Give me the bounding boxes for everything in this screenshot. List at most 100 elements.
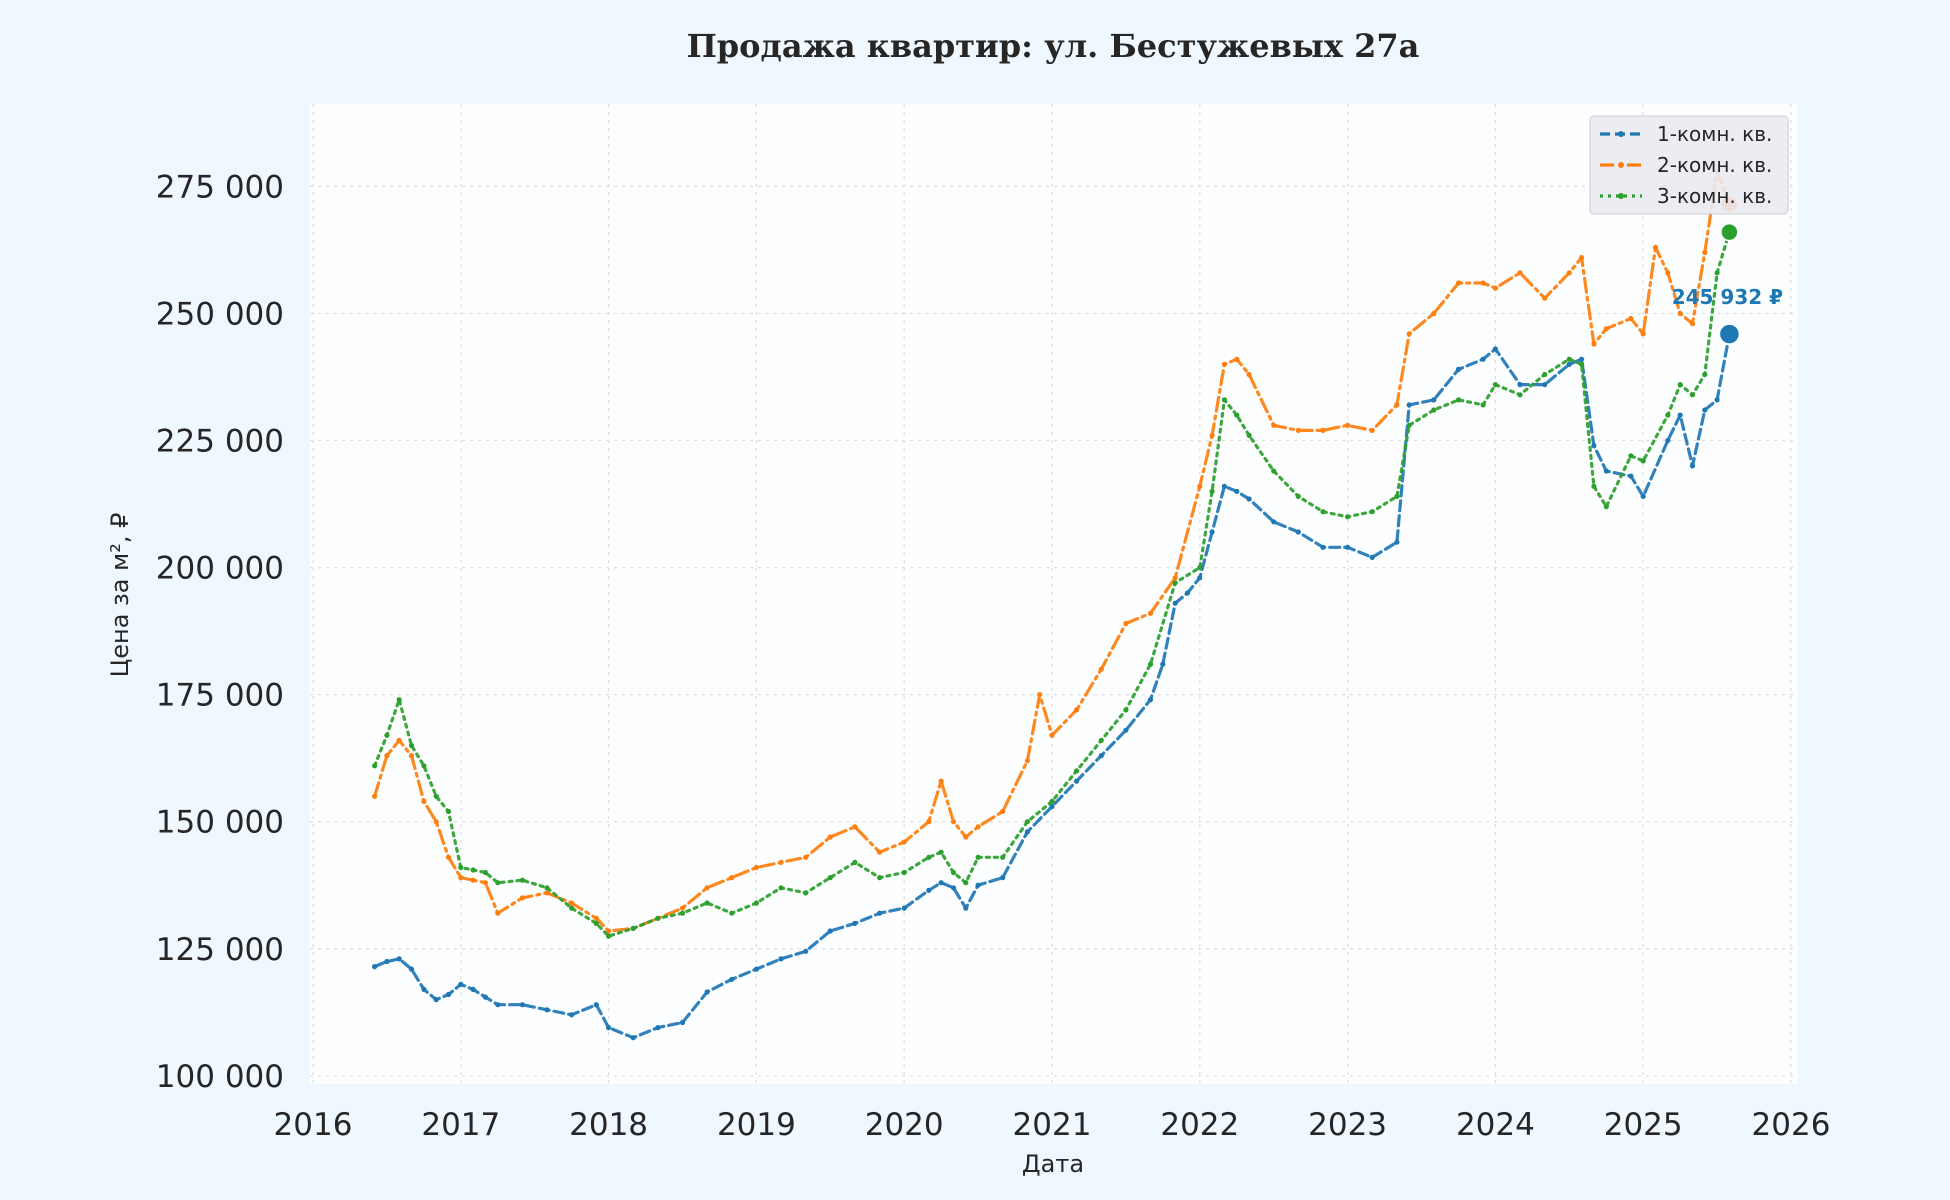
- data-point: [458, 875, 464, 881]
- data-point: [1714, 397, 1720, 403]
- data-point: [421, 986, 427, 993]
- data-point: [569, 1012, 575, 1018]
- data-point: [1098, 753, 1104, 759]
- data-point: [950, 869, 957, 876]
- data-point: [470, 877, 476, 883]
- data-point: [704, 989, 710, 995]
- data-point: [1394, 539, 1400, 545]
- data-point: [975, 824, 981, 830]
- data-point: [1579, 356, 1585, 362]
- data-point: [901, 905, 907, 911]
- data-point: [1197, 565, 1203, 571]
- x-tick-label: 2019: [717, 1107, 796, 1143]
- x-axis-label: Дата: [1022, 1150, 1084, 1178]
- data-point: [384, 732, 390, 738]
- data-point: [679, 905, 686, 911]
- data-point: [753, 900, 760, 906]
- data-point: [1221, 397, 1227, 403]
- data-point: [803, 854, 809, 860]
- data-point: [1074, 707, 1080, 713]
- data-point: [938, 880, 944, 886]
- data-point: [1246, 496, 1252, 502]
- data-point: [1074, 768, 1080, 774]
- data-point: [1369, 427, 1375, 433]
- data-point: [1492, 285, 1498, 291]
- data-point: [1566, 270, 1572, 276]
- data-point: [655, 915, 661, 921]
- data-point: [1665, 437, 1671, 444]
- data-point: [1566, 361, 1572, 367]
- data-point: [1209, 432, 1215, 438]
- data-point: [778, 859, 784, 866]
- data-point: [950, 885, 957, 891]
- y-tick-label: 250 000: [156, 296, 284, 332]
- data-point: [1689, 392, 1696, 398]
- data-point: [729, 875, 735, 881]
- data-point: [593, 920, 599, 927]
- series-layer: [372, 168, 1741, 1041]
- data-point: [1652, 244, 1659, 250]
- data-point: [1431, 397, 1437, 403]
- data-point: [1172, 580, 1178, 586]
- data-point: [1234, 412, 1240, 418]
- data-point: [729, 910, 735, 916]
- data-point: [729, 976, 735, 982]
- data-point: [1209, 529, 1215, 535]
- data-point: [482, 869, 488, 876]
- plot-area: [310, 104, 1798, 1084]
- data-point: [1295, 493, 1301, 499]
- data-point: [606, 928, 612, 934]
- data-point: [963, 834, 969, 840]
- data-point: [396, 737, 402, 744]
- data-point: [1665, 270, 1671, 276]
- data-point: [704, 900, 710, 906]
- data-point: [544, 885, 550, 891]
- data-point: [1455, 280, 1462, 286]
- data-point: [963, 905, 969, 911]
- data-point: [593, 915, 599, 921]
- data-point: [1579, 255, 1585, 261]
- y-tick-label: 175 000: [156, 678, 284, 714]
- data-point: [926, 819, 932, 825]
- data-point: [384, 753, 390, 759]
- data-point: [1221, 483, 1227, 489]
- data-point: [495, 910, 501, 916]
- data-point: [396, 956, 402, 962]
- data-point: [421, 763, 427, 769]
- data-point: [1480, 402, 1486, 408]
- data-point: [1098, 737, 1104, 744]
- data-point: [445, 991, 452, 998]
- data-point: [1197, 575, 1203, 581]
- data-point: [1455, 397, 1462, 403]
- data-point: [1492, 346, 1498, 352]
- data-point: [470, 867, 476, 873]
- data-point: [1406, 331, 1412, 337]
- data-point: [1234, 488, 1240, 494]
- data-point: [1517, 392, 1523, 398]
- data-point: [1049, 732, 1055, 738]
- legend-box: [1589, 115, 1789, 215]
- data-point: [1677, 310, 1683, 317]
- data-point: [445, 808, 452, 815]
- annotations: 245 932 ₽: [1672, 285, 1783, 309]
- data-point: [704, 885, 710, 891]
- data-point: [519, 895, 526, 901]
- x-tick-label: 2020: [865, 1107, 944, 1143]
- data-point: [1566, 356, 1572, 362]
- data-point: [519, 877, 526, 883]
- x-tick-label: 2024: [1456, 1107, 1535, 1143]
- data-point: [421, 798, 427, 805]
- data-point: [569, 900, 575, 906]
- data-point: [1172, 575, 1178, 581]
- data-point: [827, 875, 833, 881]
- data-point: [901, 869, 907, 876]
- data-point: [1628, 315, 1634, 322]
- data-point: [458, 981, 464, 988]
- data-point: [408, 966, 415, 972]
- data-point: [433, 793, 439, 799]
- data-point: [1394, 493, 1400, 499]
- data-point: [1271, 422, 1277, 428]
- data-point: [1172, 600, 1178, 606]
- data-point: [1024, 829, 1030, 835]
- data-point: [852, 920, 858, 927]
